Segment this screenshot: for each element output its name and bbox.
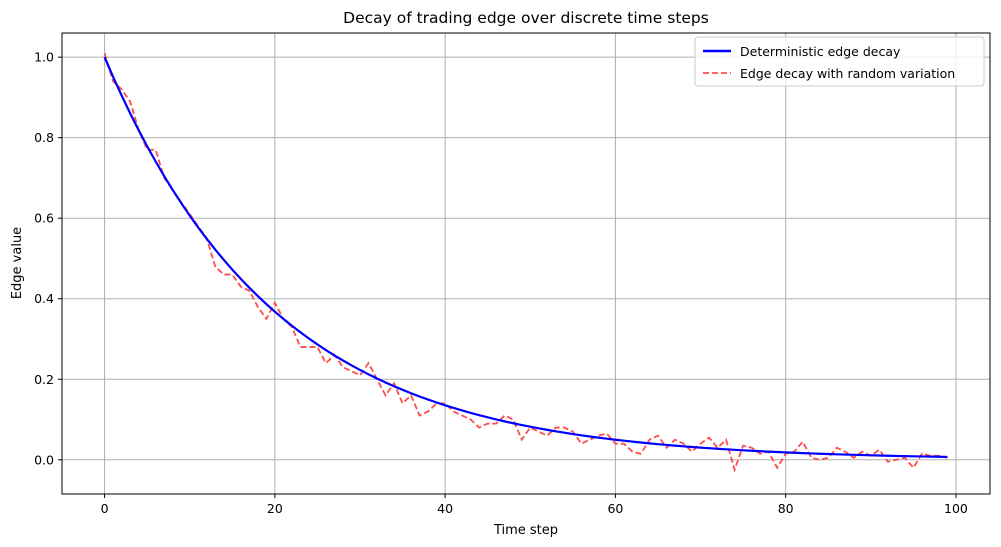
x-tick-label: 60 — [607, 501, 623, 516]
series-line-random-variation — [103, 52, 948, 473]
x-tick-label: 0 — [101, 501, 109, 516]
legend: Deterministic edge decay Edge decay with… — [694, 36, 985, 87]
y-tick-label: 0.8 — [34, 130, 54, 145]
x-tick-label: 80 — [778, 501, 794, 516]
y-tick-label: 0.2 — [34, 372, 54, 387]
x-axis-label: Time step — [493, 523, 558, 538]
legend-box — [694, 36, 985, 87]
x-tick-label: 20 — [267, 501, 283, 516]
x-tick-label: 40 — [437, 501, 453, 516]
chart-title: Decay of trading edge over discrete time… — [343, 9, 709, 27]
x-axis-ticks: 0 20 40 60 80 100 — [101, 494, 968, 516]
series-line-deterministic — [103, 56, 948, 459]
plot-area — [103, 52, 948, 473]
y-tick-label: 0.4 — [34, 291, 54, 306]
y-tick-label: 0.0 — [34, 452, 54, 467]
y-tick-label: 0.6 — [34, 211, 54, 226]
y-axis-ticks: 0.0 0.2 0.4 0.6 0.8 1.0 — [34, 50, 62, 467]
grid — [62, 33, 990, 494]
legend-label-random: Edge decay with random variation — [740, 66, 955, 81]
y-tick-label: 1.0 — [34, 50, 54, 65]
legend-label-deterministic: Deterministic edge decay — [740, 44, 901, 59]
plot-frame — [61, 32, 991, 495]
y-axis-label: Edge value — [10, 227, 25, 299]
x-tick-label: 100 — [944, 501, 968, 516]
